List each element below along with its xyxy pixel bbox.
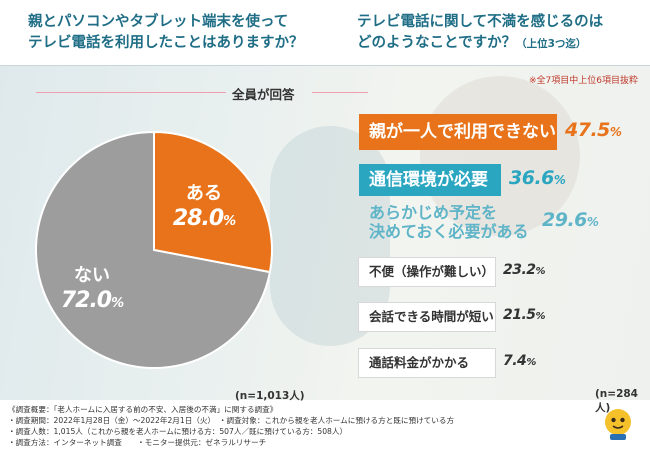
note: ※全7項目中上位6項目抜粋 bbox=[529, 76, 638, 86]
sample-line-left bbox=[36, 92, 226, 93]
bar-label: あらかじめ予定を 決めておく必要がある bbox=[369, 203, 529, 241]
bar-value-1: 36.6% bbox=[509, 166, 566, 189]
bar-label: 会話できる時間が短い bbox=[369, 309, 494, 325]
pie-label-value: 28.0% bbox=[172, 205, 236, 231]
left-question-line1: 親とパソコンやタブレット端末を使って bbox=[28, 14, 289, 30]
bar-item-2: あらかじめ予定を 決めておく必要がある bbox=[359, 200, 534, 244]
footer-line-1: ・調査期間：2022年1月28日（金）～2022年2月1日（火） ・調査対象：こ… bbox=[8, 416, 455, 425]
sample-line-right bbox=[312, 92, 368, 93]
pie-label-name: ある bbox=[186, 182, 222, 204]
footer-line-2: ・調査人数：1,015人（これから親を老人ホームに預ける方：507人／既に預けて… bbox=[8, 427, 348, 436]
bar-value-5: 7.4% bbox=[503, 353, 536, 370]
pie-label-1: ない 72.0% bbox=[47, 265, 137, 318]
right-question-line2: どのようなことですか？ bbox=[357, 35, 517, 51]
pie-label-name: ない bbox=[73, 265, 110, 287]
header-divider bbox=[0, 65, 650, 66]
bars-n-label: (n=284人) bbox=[595, 388, 638, 414]
bar-item-0: 親が一人で利用できない bbox=[359, 114, 557, 150]
bar-value-0: 47.5% bbox=[565, 118, 622, 141]
left-question-line2: テレビ電話を利用したことはありますか？ bbox=[28, 35, 304, 51]
bar-label: 親が一人で利用できない bbox=[369, 122, 556, 142]
mascot-icon bbox=[605, 409, 631, 440]
bar-item-1: 通信環境が必要 bbox=[359, 164, 501, 196]
bar-item-3: 不便（操作が難しい） bbox=[359, 258, 495, 286]
bar-label: 通話料金がかかる bbox=[369, 355, 470, 371]
right-question: テレビ電話に関して不満を感じるのは どのようなことですか？（上位3つ迄） bbox=[357, 12, 603, 55]
sample-label: 全員が回答 bbox=[232, 87, 295, 102]
bar-label: 通信環境が必要 bbox=[369, 170, 488, 190]
bar-item-5: 通話料金がかかる bbox=[359, 349, 495, 377]
bar-value-4: 21.5% bbox=[503, 307, 546, 324]
right-question-suffix: （上位3つ迄） bbox=[516, 38, 587, 50]
pie-n-label: (n=1,013人) bbox=[235, 390, 305, 402]
footer-line-3: ・調査方法：インターネット調査 ・モニター提供元：ゼネラルリサーチ bbox=[8, 438, 267, 447]
right-question-line1: テレビ電話に関して不満を感じるのは bbox=[357, 14, 604, 30]
pie-label-value: 72.0% bbox=[60, 288, 124, 314]
bar-item-4: 会話できる時間が短い bbox=[359, 303, 495, 331]
bar-label: 不便（操作が難しい） bbox=[369, 264, 495, 280]
pie-chart bbox=[35, 130, 273, 369]
left-question: 親とパソコンやタブレット端末を使って テレビ電話を利用したことはありますか？ bbox=[28, 12, 304, 54]
bar-value-2: 29.6% bbox=[542, 208, 599, 231]
background-figure bbox=[420, 76, 580, 236]
pie-label-0: ある 28.0% bbox=[159, 183, 249, 236]
bar-value-3: 23.2% bbox=[503, 262, 546, 279]
footer-line-0: 《調査概要：「老人ホームに入居する前の不安、入居後の不満」に関する調査》 bbox=[8, 405, 278, 414]
pie-slice-1 bbox=[35, 130, 272, 369]
pie-slice-0 bbox=[153, 130, 273, 274]
survey-footer: 《調査概要：「老人ホームに入居する前の不安、入居後の不満」に関する調査》・調査期… bbox=[8, 404, 568, 448]
